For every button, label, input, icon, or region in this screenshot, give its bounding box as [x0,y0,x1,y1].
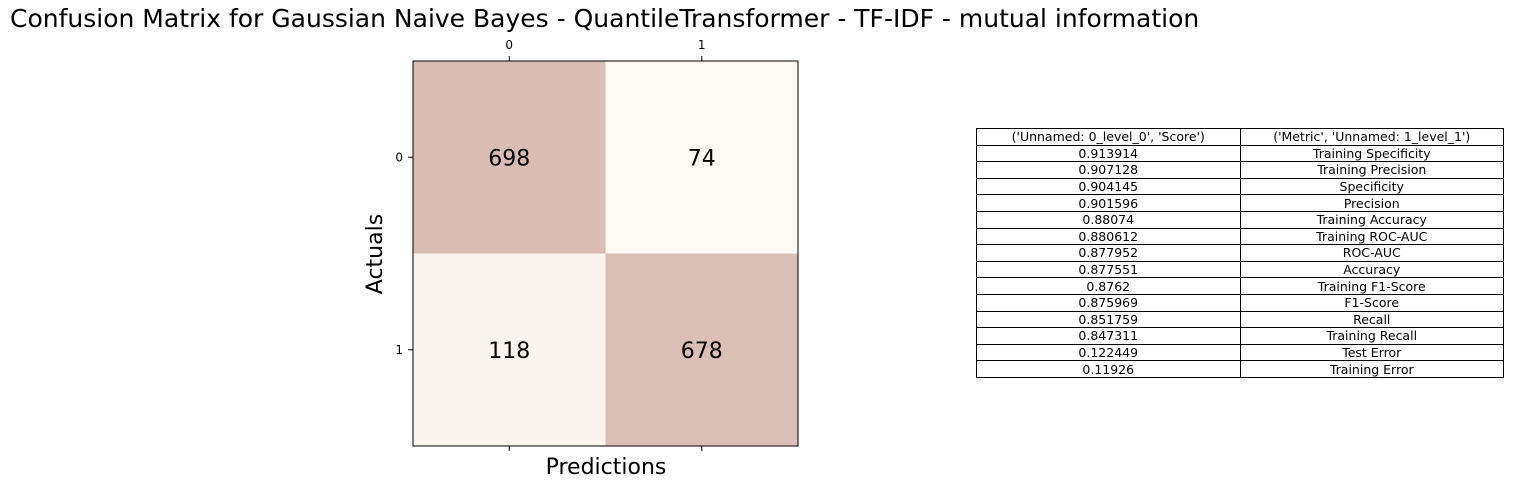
score-cell: 0.880612 [976,227,1241,246]
y-tick-label: 0 [395,150,403,164]
score-cell: 0.875969 [976,293,1241,312]
score-cell: 0.8762 [976,277,1241,295]
table-row: 0.8762 Training F1-Score [976,277,1504,295]
metric-cell: Accuracy [1239,260,1504,279]
metric-cell: Training Accuracy [1239,210,1504,229]
cell-value-label: 678 [681,339,723,364]
score-cell: 0.851759 [976,310,1241,329]
table-row: 0.880612 Training ROC-AUC [976,227,1504,246]
metric-cell: Precision [1239,194,1504,212]
y-tick-label: 1 [395,343,403,357]
metric-cell: Training Specificity [1239,144,1504,163]
chart-title: Confusion Matrix for Gaussian Naive Baye… [10,4,1200,33]
score-cell: 0.847311 [976,327,1241,345]
table-row: 0.847311 Training Recall [976,327,1504,345]
cell-value-label: 698 [488,146,530,171]
table-header-score: ('Unnamed: 0_level_0', 'Score') [976,128,1241,146]
metrics-table: ('Unnamed: 0_level_0', 'Score') ('Metric… [976,128,1504,378]
matrix-cell-0-0 [413,61,606,254]
metric-cell: ROC-AUC [1239,244,1504,262]
table-row: 0.877952 ROC-AUC [976,244,1504,262]
matrix-cell-1-1 [605,253,798,446]
metric-cell: Training Precision [1239,161,1504,179]
score-cell: 0.901596 [976,194,1241,212]
table-row: 0.875969 F1-Score [976,293,1504,312]
score-cell: 0.904145 [976,177,1241,196]
table-row: 0.877551 Accuracy [976,260,1504,279]
x-tick-label: 0 [505,38,513,52]
table-header-row: ('Unnamed: 0_level_0', 'Score') ('Metric… [976,128,1504,146]
metric-cell: Specificity [1239,177,1504,196]
matrix-cell-1-0 [413,253,606,446]
table-row: 0.913914 Training Specificity [976,144,1504,163]
metric-cell: Training Recall [1239,327,1504,345]
score-cell: 0.913914 [976,144,1241,163]
table-header-metric: ('Metric', 'Unnamed: 1_level_1') [1239,128,1504,146]
confusion-matrix-chart: 698 74 118 678 0 1 0 1 Predictions Actuals [363,38,799,480]
table-row: 0.901596 Precision [976,194,1504,212]
table-row: 0.88074 Training Accuracy [976,210,1504,229]
cell-value-label: 118 [488,339,530,364]
matrix-cell-0-1 [605,61,798,254]
y-axis-label: Actuals [363,214,388,294]
table-row: 0.122449 Test Error [976,343,1504,362]
metric-cell: Recall [1239,310,1504,329]
score-cell: 0.122449 [976,343,1241,362]
table-row: 0.904145 Specificity [976,177,1504,196]
score-cell: 0.877551 [976,260,1241,279]
metric-cell: Test Error [1239,343,1504,362]
table-row: 0.907128 Training Precision [976,161,1504,179]
metric-cell: F1-Score [1239,293,1504,312]
score-cell: 0.11926 [976,360,1241,378]
plot-frame [412,60,799,447]
score-cell: 0.88074 [976,210,1241,229]
x-tick-label: 1 [698,38,706,52]
x-axis-label: Predictions [546,455,667,480]
cell-value-label: 74 [688,146,716,171]
metric-cell: Training ROC-AUC [1239,227,1504,246]
score-cell: 0.907128 [976,161,1241,179]
metric-cell: Training Error [1239,360,1504,378]
score-cell: 0.877952 [976,244,1241,262]
metric-cell: Training F1-Score [1239,277,1504,295]
table-row: 0.851759 Recall [976,310,1504,329]
table-row: 0.11926 Training Error [976,360,1504,378]
